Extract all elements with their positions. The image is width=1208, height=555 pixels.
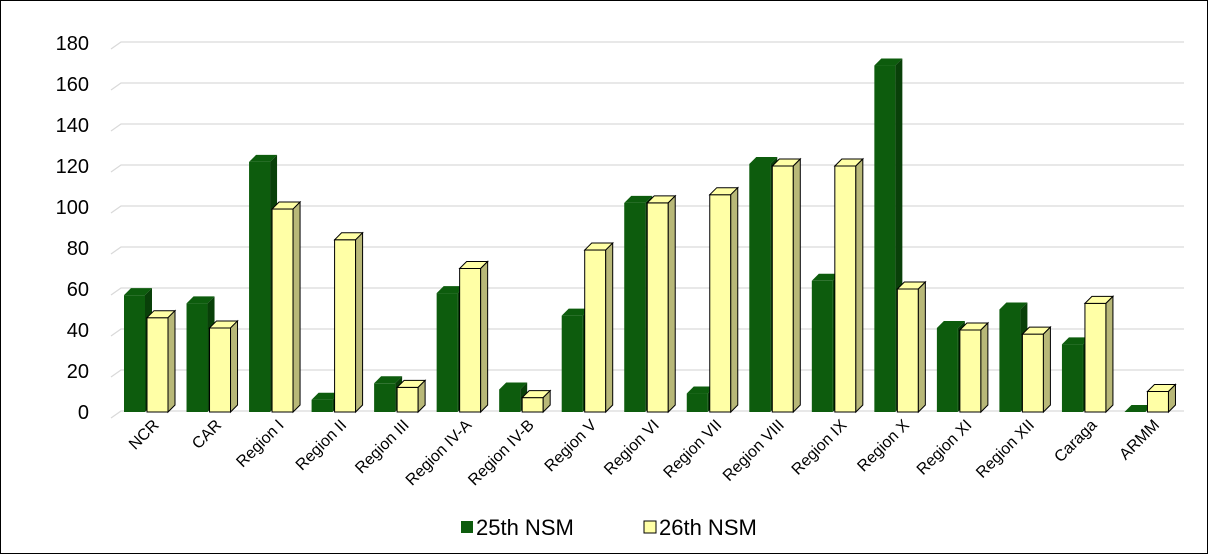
bar-26th-nsm	[520, 389, 552, 414]
gridline	[110, 205, 1184, 214]
x-tick-label: Region X	[854, 417, 913, 476]
x-tick-label: Region III	[352, 417, 412, 477]
gridline	[110, 164, 1184, 173]
bar-26th-nsm	[833, 157, 865, 414]
bar-26th-nsm	[1146, 383, 1177, 414]
bar-25th-nsm	[499, 382, 528, 412]
gridline	[110, 41, 1184, 50]
x-tick-label: Region XII	[973, 417, 1038, 482]
x-tick-label: Region V	[542, 417, 601, 476]
x-tick-label: NCR	[126, 417, 163, 454]
y-tick-label: 180	[56, 33, 89, 55]
x-tick-label: Region II	[293, 417, 350, 474]
y-tick-label: 40	[67, 320, 89, 342]
legend-label: 26th NSM	[659, 515, 757, 540]
legend-item: 26th NSM	[643, 515, 757, 540]
gridline	[110, 123, 1184, 132]
y-tick-label: 60	[67, 279, 89, 301]
bar-25th-nsm	[874, 58, 903, 413]
x-tick-label: Caraga	[1051, 417, 1100, 466]
bar-25th-nsm	[1124, 405, 1153, 412]
x-tick-label: Region IX	[789, 417, 851, 479]
x-tick-label: CAR	[189, 417, 225, 453]
y-axis: 0 20 40 60 80 100 120 140 160 180	[56, 33, 89, 424]
x-tick-label: Region VIII	[720, 417, 788, 485]
legend-item: 25th NSM	[461, 515, 574, 540]
bar-26th-nsm	[583, 241, 614, 414]
x-axis: NCR CAR Region I Region II Region IIIRegion …	[126, 417, 1163, 490]
x-tick-label: Region IV-B	[465, 417, 537, 489]
legend: 25th NSM 26th NSM	[461, 515, 757, 540]
legend-swatch	[643, 520, 657, 534]
gridline	[110, 82, 1184, 91]
y-tick-label: 140	[56, 115, 89, 137]
bar-26th-nsm	[333, 231, 364, 414]
bars	[124, 58, 1177, 414]
bar-26th-nsm	[145, 309, 177, 414]
x-tick-label: Region IV-A	[403, 417, 476, 490]
legend-label: 25th NSM	[476, 515, 574, 540]
x-tick-label: Region VII	[661, 417, 726, 482]
bar-26th-nsm	[958, 321, 990, 414]
y-tick-label: 80	[67, 238, 89, 260]
bar-26th-nsm	[896, 280, 927, 414]
bar-26th-nsm	[395, 379, 427, 414]
bar-26th-nsm	[1083, 295, 1115, 414]
x-tick-label: Region VI	[601, 417, 663, 479]
x-tick-label: Region I	[233, 417, 287, 471]
y-tick-label: 20	[67, 361, 89, 383]
x-tick-label: ARMM	[1116, 417, 1163, 464]
y-tick-label: 160	[56, 74, 89, 96]
bar-26th-nsm	[646, 194, 677, 414]
bar-26th-nsm	[270, 200, 302, 414]
bar-26th-nsm	[708, 186, 739, 414]
gridline	[110, 246, 1184, 255]
x-tick-label: Region XI	[914, 417, 976, 479]
legend-swatch	[461, 521, 473, 533]
y-tick-label: 100	[56, 197, 89, 219]
y-tick-label: 120	[56, 156, 89, 178]
bar-26th-nsm	[1021, 325, 1052, 414]
bar-26th-nsm	[771, 157, 802, 414]
bar-26th-nsm	[458, 260, 489, 414]
gridlines	[110, 41, 1184, 419]
bar-26th-nsm	[208, 319, 239, 414]
y-tick-label: 0	[78, 402, 89, 424]
